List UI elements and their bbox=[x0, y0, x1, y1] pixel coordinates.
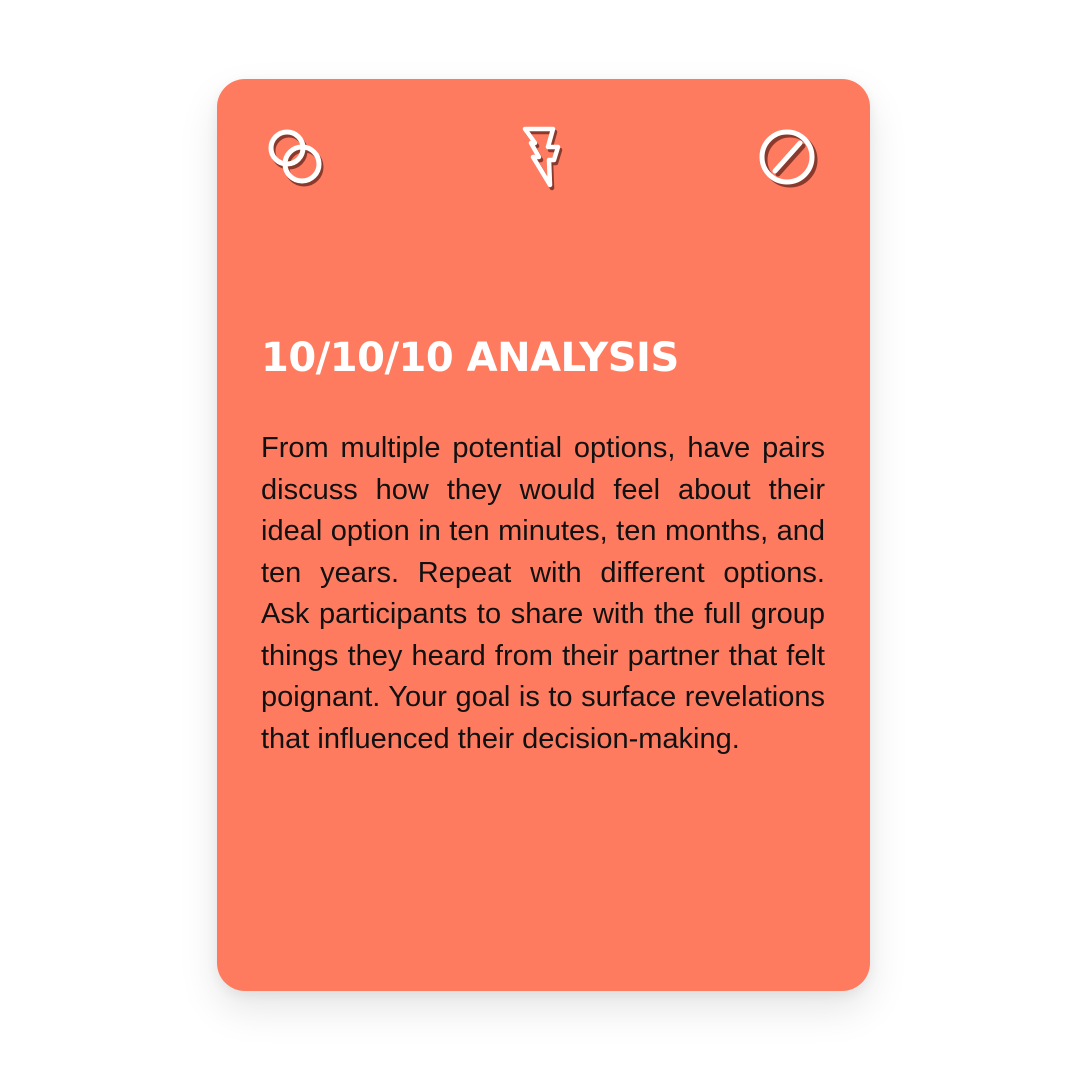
card-description: From multiple potential options, have pa… bbox=[261, 432, 825, 755]
lightning-bolt-icon bbox=[515, 126, 567, 191]
card-title: 10/10/10 ANALYSIS bbox=[261, 335, 679, 381]
two-overlapping-circles-icon bbox=[261, 123, 331, 193]
prohibited-circle-icon bbox=[759, 129, 823, 193]
activity-card[interactable]: 10/10/10 ANALYSIS From multiple potentia… bbox=[217, 79, 870, 991]
